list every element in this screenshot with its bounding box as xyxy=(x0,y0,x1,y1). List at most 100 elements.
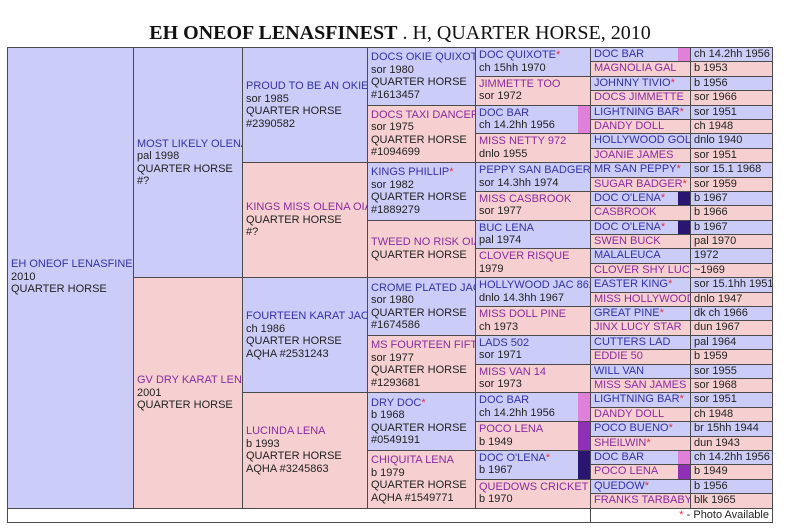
horse-name-link[interactable]: SHEILWIN xyxy=(594,436,647,449)
horse-name-link[interactable]: DOC BAR xyxy=(479,106,530,119)
pedigree-name-cell: FRANKS TARBABY xyxy=(591,494,690,508)
horse-name-link[interactable]: LIGHTNING BAR xyxy=(594,393,680,406)
horse-name-link[interactable]: TWEED NO RISK OIAS xyxy=(371,236,475,249)
horse-name-link[interactable]: DOCS JIMMETTE xyxy=(594,91,684,104)
horse-name-line: CHIQUITA LENA xyxy=(371,454,472,467)
horse-name-link[interactable]: SUGAR BADGER xyxy=(594,177,683,190)
horse-name-link[interactable]: POCO LENA xyxy=(479,423,544,436)
pedigree-name-cell: DANDY DOLL xyxy=(591,407,690,422)
horse-name-link[interactable]: JIMMETTE TOO xyxy=(479,77,561,90)
cell-content: SHEILWIN* xyxy=(591,437,690,450)
horse-name-link[interactable]: DOC O'LENA xyxy=(594,191,661,204)
pedigree-cell: PROUD TO BE AN OKIE sor 1985 QUARTER HORSE… xyxy=(243,48,367,163)
horse-name-link[interactable]: MISS SAN JAMES xyxy=(594,378,687,391)
horse-name-link[interactable]: QUEDOW xyxy=(594,479,645,492)
horse-name-link[interactable]: MISS HOLLYWOOD xyxy=(594,292,690,305)
horse-name-link[interactable]: MALALEUCA xyxy=(594,249,661,262)
horse-name-link[interactable]: SWEN BUCK xyxy=(594,235,661,248)
horse-name-link[interactable]: GV DRY KARAT LENA xyxy=(137,374,242,387)
horse-name-link[interactable]: MAGNOLIA GAL xyxy=(594,62,677,75)
cell-content: FRANKS TARBABY xyxy=(591,494,690,507)
horse-name-link[interactable]: DANDY DOLL xyxy=(594,407,665,420)
horse-name-line: DOC O'LENA* xyxy=(479,452,575,465)
horse-name-link[interactable]: KINGS PHILLIP xyxy=(371,166,450,179)
horse-name-link[interactable]: FRANKS TARBABY xyxy=(594,494,690,507)
pedigree-cell: DOC BAR ch 14.2hh 1956 xyxy=(476,393,590,422)
horse-name-link[interactable]: CLOVER RISQUE xyxy=(479,250,570,263)
horse-name-link[interactable]: DOCS OKIE QUIXOTE xyxy=(371,51,475,64)
horse-name-link[interactable]: POCO LENA xyxy=(594,465,659,478)
horse-name-link[interactable]: MS FOURTEEN FIFTY xyxy=(371,339,475,352)
horse-name-link[interactable]: DANDY DOLL xyxy=(594,119,665,132)
cell-content: DOC O'LENA* xyxy=(591,221,678,234)
horse-name-link[interactable]: JOANIE JAMES xyxy=(594,148,674,161)
page-title: EH ONEOF LENASFINEST . H, QUARTER HORSE,… xyxy=(0,22,800,45)
pedigree-cell: MISS DOLL PINE ch 1973 xyxy=(476,307,590,335)
horse-detail: sor 1982 xyxy=(371,178,414,191)
horse-name-link[interactable]: FOURTEEN KARAT JAC xyxy=(246,310,367,323)
horse-name-link[interactable]: WILL VAN xyxy=(594,364,645,377)
horse-name-link[interactable]: BUC LENA xyxy=(479,221,535,234)
horse-name-link[interactable]: LADS 502 xyxy=(479,336,530,349)
horse-name-link[interactable]: LUCINDA LENA xyxy=(246,425,326,438)
horse-name-link[interactable]: DOC BAR xyxy=(594,450,645,463)
cell-content: LADS 502 sor 1971 xyxy=(476,336,590,364)
horse-detail: b 1993 xyxy=(246,437,280,450)
horse-name-link[interactable]: CUTTERS LAD xyxy=(594,335,671,348)
horse-name-link[interactable]: MISS CASBROOK xyxy=(479,192,572,205)
horse-name-link[interactable]: EASTER KING xyxy=(594,278,668,291)
cell-content: LIGHTNING BAR* xyxy=(591,106,690,119)
horse-name-line: PROUD TO BE AN OKIE xyxy=(246,80,367,93)
horse-name-link[interactable]: QUEDOWS CRICKET xyxy=(479,480,589,493)
horse-name-link[interactable]: HOLLYWOOD JAC 862 xyxy=(479,279,590,292)
cell-content: JIMMETTE TOO sor 1972 xyxy=(476,77,590,105)
horse-name-link[interactable]: DOC O'LENA xyxy=(594,220,661,233)
horse-name-link[interactable]: DOC BAR xyxy=(479,394,530,407)
inbreeding-color-marker xyxy=(678,191,690,206)
horse-detail: sor 1975 xyxy=(371,121,414,134)
pedigree-name-cell: GREAT PINE* xyxy=(591,307,690,321)
horse-detail: 2001 xyxy=(137,386,162,399)
horse-name-link[interactable]: CROME PLATED JAC xyxy=(371,281,475,294)
horse-name-link[interactable]: MISS NETTY 972 xyxy=(479,135,567,148)
horse-name-link[interactable]: DOCS TAXI DANCER xyxy=(371,108,475,121)
horse-name-link[interactable]: DOC BAR xyxy=(594,48,645,60)
horse-name-link[interactable]: CASBROOK xyxy=(594,206,657,219)
horse-name-link[interactable]: EH ONEOF LENASFINEST xyxy=(11,258,133,270)
horse-name-link[interactable]: CHIQUITA LENA xyxy=(371,454,454,467)
horse-name-link[interactable]: MISS VAN 14 xyxy=(479,365,547,378)
horse-name-link[interactable]: MOST LIKELY OLENA xyxy=(137,137,242,150)
horse-name-link[interactable]: DOC O'LENA xyxy=(479,451,546,464)
horse-name-link[interactable]: LIGHTNING BAR xyxy=(594,105,680,118)
horse-name-link[interactable]: JINX LUCY STAR xyxy=(594,321,682,334)
horse-name-line: TWEED NO RISK OIAS xyxy=(371,236,475,249)
pedigree-cell: LUCINDA LENA b 1993 QUARTER HORSE AQHA #324… xyxy=(243,393,367,508)
horse-name-link[interactable]: HOLLYWOOD GOLD xyxy=(594,134,690,147)
pedigree-cell: CHIQUITA LENA b 1979 QUARTER HORSE AQHA #15… xyxy=(368,450,475,508)
horse-name-link[interactable]: DOC QUIXOTE xyxy=(479,49,557,61)
photo-star: * xyxy=(667,278,673,291)
horse-name-link[interactable]: PEPPY SAN BADGER xyxy=(479,164,590,177)
cell-content: POCO BUENO* xyxy=(591,422,690,435)
horse-detail: 1979 xyxy=(479,262,504,275)
horse-detail: b 1949 xyxy=(691,465,772,479)
pedigree-name-cell: MR SAN PEPPY* xyxy=(591,163,690,177)
horse-name-link[interactable]: EDDIE 50 xyxy=(594,350,643,363)
cell-content: MISS HOLLYWOOD xyxy=(591,293,690,306)
horse-detail: QUARTER HORSE xyxy=(137,399,233,412)
horse-name-link[interactable]: KINGS MISS OLENA OIAS xyxy=(246,201,367,214)
horse-name-link[interactable]: JOHNNY TIVIO xyxy=(594,76,671,89)
horse-name-link[interactable]: POCO BUENO xyxy=(594,422,669,435)
cell-content: PEPPY SAN BADGER*sor 14.3hh 1974 xyxy=(476,163,590,191)
horse-name-link[interactable]: MR SAN PEPPY xyxy=(594,163,677,176)
horse-detail: QUARTER HORSE xyxy=(371,364,467,377)
horse-name-link[interactable]: MISS DOLL PINE xyxy=(479,308,567,321)
horse-name-link[interactable]: PROUD TO BE AN OKIE xyxy=(246,80,367,93)
photo-star: * xyxy=(646,436,651,449)
horse-detail: pal 1998 xyxy=(137,150,180,163)
horse-name-link[interactable]: CLOVER SHY LUCK xyxy=(594,263,690,276)
horse-detail: 1972 xyxy=(691,249,772,263)
cell-content: DOC O'LENA* b 1967 xyxy=(476,451,578,479)
horse-name-link[interactable]: DRY DOC xyxy=(371,396,422,409)
horse-name-link[interactable]: GREAT PINE xyxy=(594,307,660,320)
